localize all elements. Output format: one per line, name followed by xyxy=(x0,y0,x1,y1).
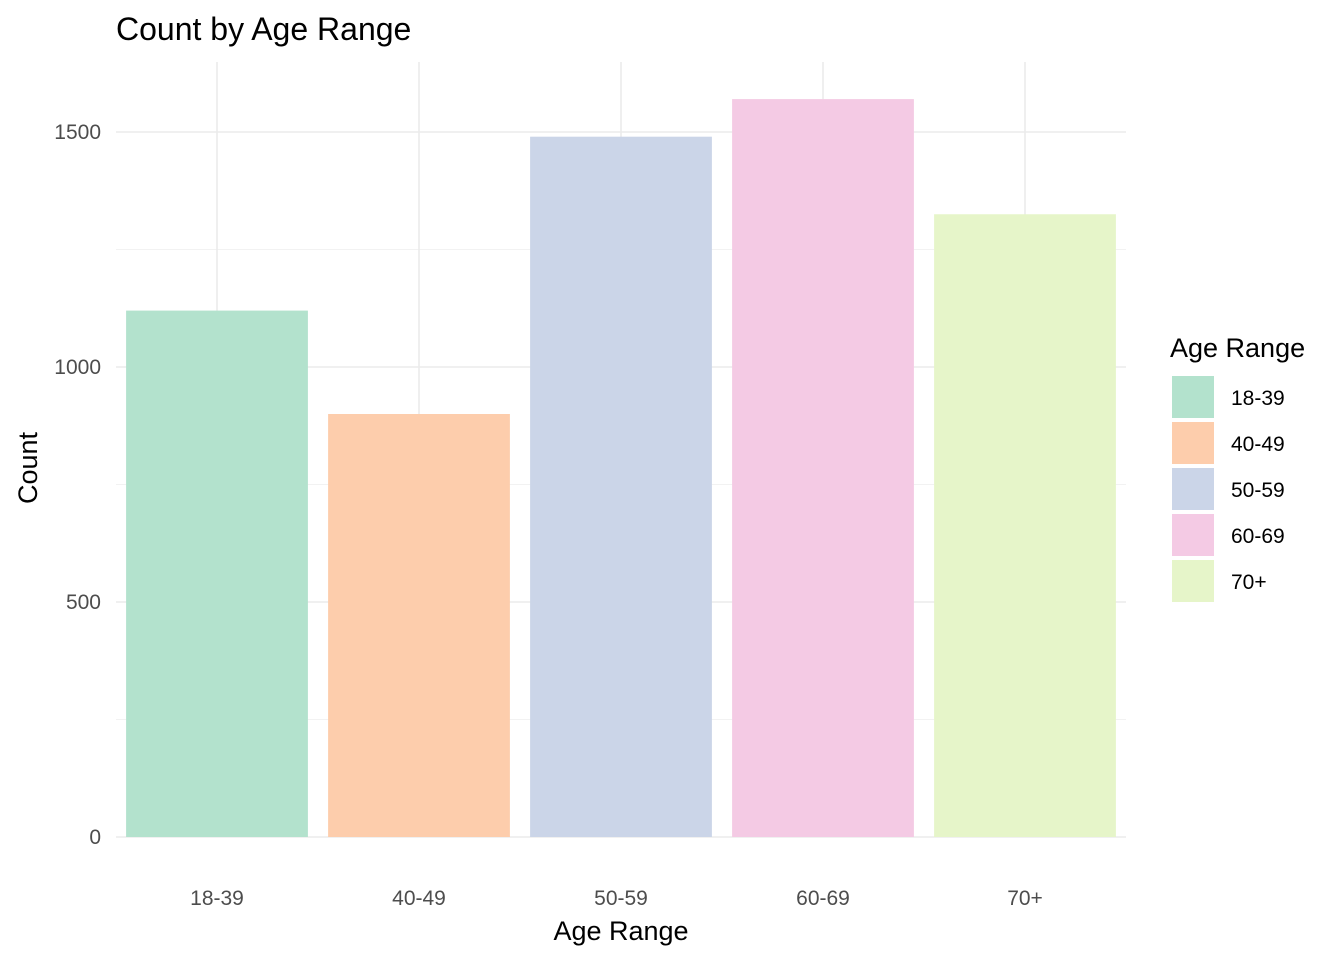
y-tick-label: 1500 xyxy=(54,121,101,144)
x-tick-label: 50-59 xyxy=(594,887,648,910)
x-axis-title: Age Range xyxy=(553,916,688,946)
x-tick-label: 60-69 xyxy=(796,887,850,910)
legend-label: 70+ xyxy=(1231,571,1267,594)
bar-50-59 xyxy=(530,136,712,837)
chart-title: Count by Age Range xyxy=(116,11,411,47)
legend-label: 18-39 xyxy=(1231,387,1285,410)
legend-label: 40-49 xyxy=(1231,433,1285,456)
x-axis-ticks: 18-39 40-49 50-59 60-69 70+ xyxy=(190,887,1043,910)
y-tick-label: 500 xyxy=(66,591,101,614)
x-tick-label: 40-49 xyxy=(392,887,446,910)
legend-key-18-39 xyxy=(1172,376,1214,418)
x-tick-label: 70+ xyxy=(1007,887,1043,910)
y-tick-label: 1000 xyxy=(54,356,101,379)
legend-label: 60-69 xyxy=(1231,525,1285,548)
legend-key-60-69 xyxy=(1172,514,1214,556)
bars xyxy=(126,99,1116,838)
y-axis-title: Count xyxy=(13,431,43,504)
bar-70+ xyxy=(934,214,1116,837)
bar-60-69 xyxy=(732,99,914,838)
bar-40-49 xyxy=(328,414,510,837)
legend: Age Range 18-39 40-49 50-59 60-69 70+ xyxy=(1170,333,1305,602)
legend-key-70+ xyxy=(1172,560,1214,602)
legend-label: 50-59 xyxy=(1231,479,1285,502)
x-tick-label: 18-39 xyxy=(190,887,244,910)
legend-key-50-59 xyxy=(1172,468,1214,510)
y-tick-label: 0 xyxy=(89,826,101,849)
y-axis-ticks: 0 500 1000 1500 xyxy=(54,121,101,849)
legend-title: Age Range xyxy=(1170,333,1305,363)
bar-18-39 xyxy=(126,310,308,838)
legend-key-40-49 xyxy=(1172,422,1214,464)
